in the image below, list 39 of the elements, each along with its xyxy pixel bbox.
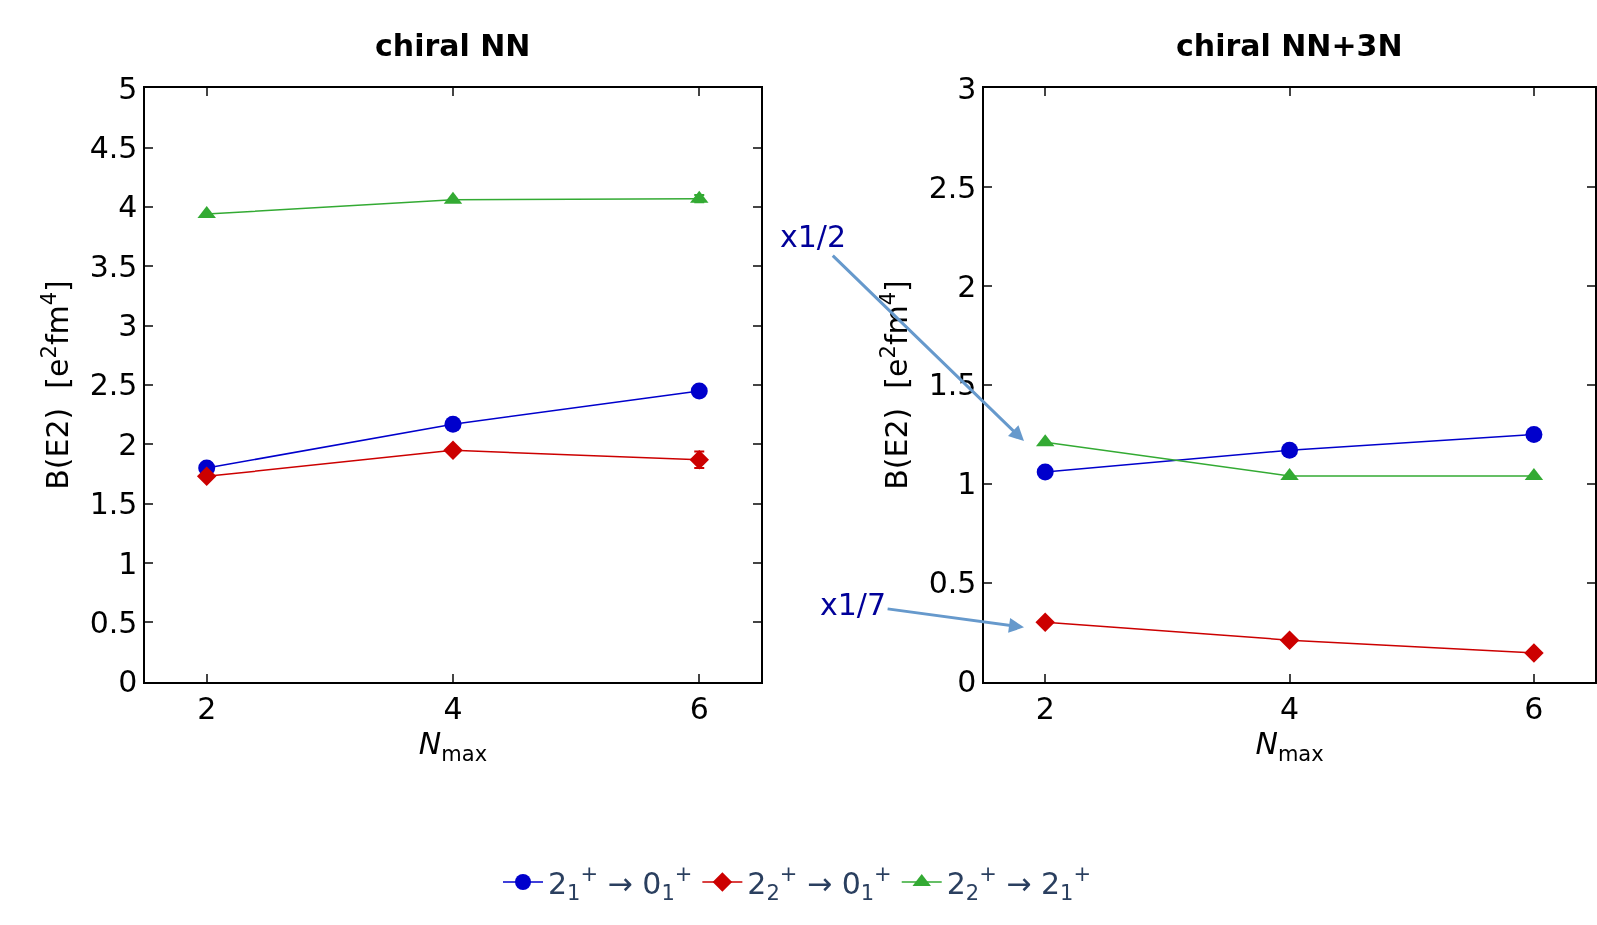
chart-title: chiral NN+3N	[1176, 28, 1403, 63]
point	[444, 415, 462, 433]
x-tick-label: 4	[1280, 691, 1300, 727]
y-tick-label: 0.5	[928, 565, 977, 601]
y-tick-label: 2.5	[89, 367, 138, 403]
y-tick-label: 5	[118, 70, 138, 106]
text: x1/7	[820, 587, 887, 622]
point	[1525, 425, 1543, 443]
y-tick-label: 2	[957, 268, 977, 304]
y-tick-label: 4.5	[89, 130, 138, 166]
y-tick-label: 1	[957, 466, 977, 502]
x-axis-title: N$_{max}$	[1255, 726, 1324, 766]
x-tick-label: 2	[1035, 691, 1055, 727]
y-tick-label: 0	[957, 664, 977, 700]
y-tick-label: 1.5	[89, 486, 138, 522]
x-tick-label: 2	[197, 691, 217, 727]
chart-title: chiral NN	[375, 28, 531, 63]
point	[690, 382, 708, 400]
point	[1036, 463, 1054, 481]
point	[196, 466, 217, 487]
text: x1/2	[780, 219, 847, 254]
y-tick-label: 4	[118, 189, 138, 225]
x-axis-title: N$_{max}$	[418, 726, 488, 766]
point	[1035, 612, 1055, 633]
point	[1281, 441, 1299, 459]
x-tick-label: 6	[689, 691, 709, 727]
y-tick-label: 3	[118, 308, 138, 344]
point	[1279, 630, 1300, 650]
y-tick-label: 0	[118, 664, 138, 700]
y-tick-label: 0.5	[89, 604, 138, 640]
y-tick-label: 1	[118, 545, 138, 581]
y-tick-label: 3	[957, 70, 977, 106]
x-tick-label: 6	[1524, 691, 1544, 727]
y-tick-label: 2	[118, 426, 138, 462]
y-tick-label: 3.5	[89, 248, 138, 284]
point	[1524, 643, 1544, 663]
y-tick-label: 2.5	[928, 169, 977, 205]
point	[443, 440, 463, 461]
x-tick-label: 4	[443, 691, 463, 727]
